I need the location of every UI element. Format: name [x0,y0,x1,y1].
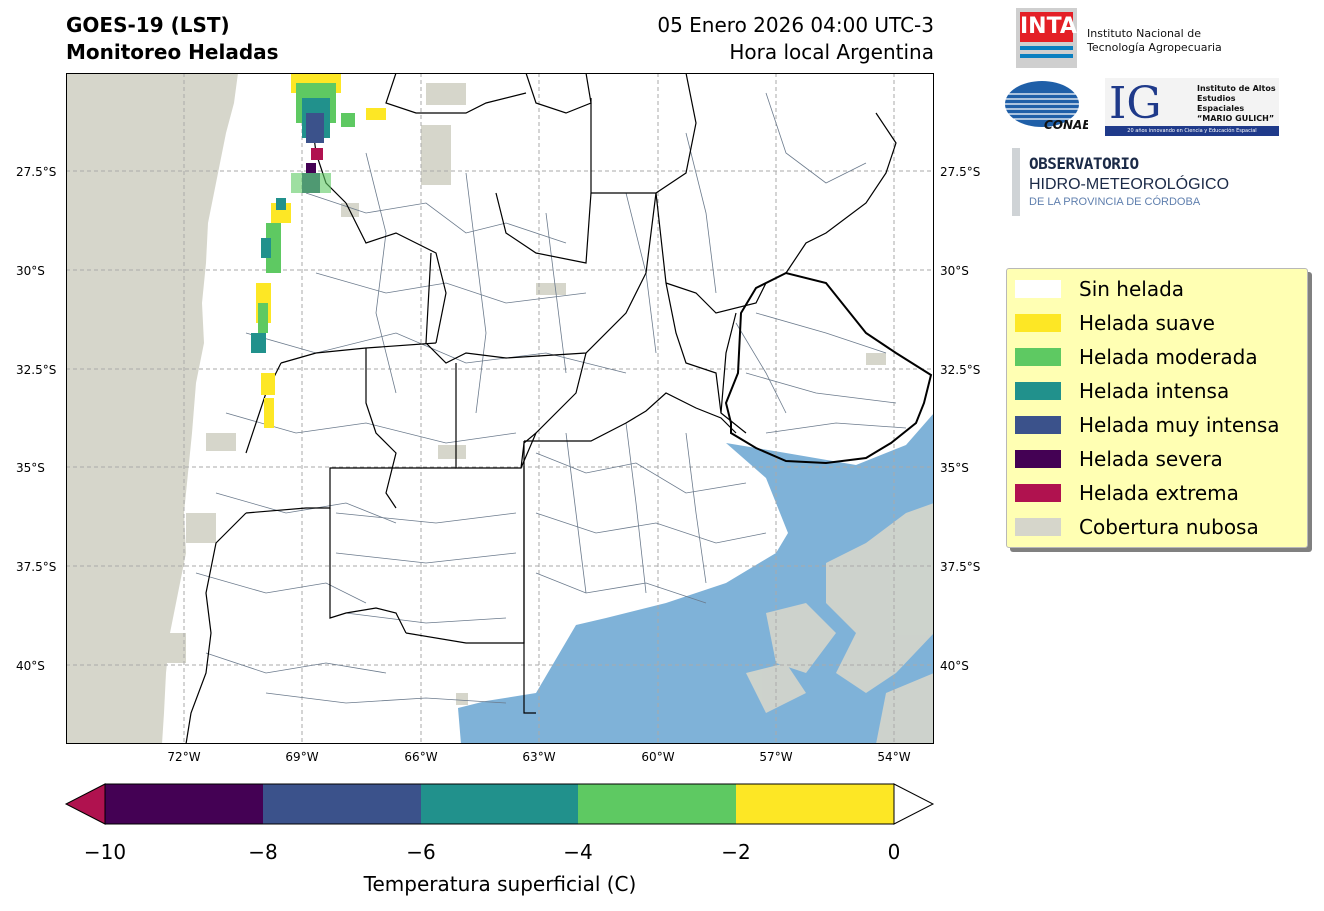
lon-label: 72°W [167,750,201,764]
colorbar-segment [421,784,578,824]
colorbar [64,783,935,825]
colorbar-label: Temperatura superficial (C) [363,872,637,896]
conae-logo: CONAE [1005,81,1088,130]
map-title: GOES-19 (LST) Monitoreo Heladas [66,12,279,66]
lon-label: 60°W [641,750,675,764]
colorbar-tick: −6 [406,840,436,864]
title-satellite: GOES-19 (LST) [66,13,230,37]
legend-label: Sin helada [1079,277,1185,301]
lon-label: 57°W [759,750,793,764]
observatorio-logo-line1: OBSERVATORIO [1029,154,1139,173]
colorbar-tick: −2 [721,840,751,864]
ig-logo-mark: IG [1109,78,1162,129]
legend-item: Helada intensa [1015,378,1229,404]
lat-label: 32.5°S [940,363,981,377]
legend-swatch [1015,450,1061,468]
legend-label: Cobertura nubosa [1079,515,1259,539]
lat-label: 40°S [16,659,45,673]
legend-swatch [1015,348,1061,366]
lat-label: 37.5°S [16,560,57,574]
legend-item: Cobertura nubosa [1015,514,1259,540]
timestamp-datetime: 05 Enero 2026 04:00 UTC-3 [657,13,934,37]
legend-item: Helada suave [1015,310,1215,336]
legend-item: Helada extrema [1015,480,1239,506]
ig-logo: IG Instituto de Altos Estudios Espaciale… [1105,78,1279,136]
lat-label: 35°S [940,461,969,475]
colorbar-segment [736,784,894,824]
uruguay-border [724,271,933,465]
legend-label: Helada muy intensa [1079,413,1280,437]
colorbar-segment [263,784,421,824]
frost-pixels-andes [251,73,386,428]
cloud-cover-ocean [746,503,934,744]
legend-label: Helada extrema [1079,481,1239,505]
map-timestamp: 05 Enero 2026 04:00 UTC-3 Hora local Arg… [657,12,934,66]
lat-label: 35°S [16,461,45,475]
colorbar-segment [105,784,263,824]
observatorio-logo-bar [1012,148,1020,216]
legend-label: Helada suave [1079,311,1215,335]
legend-label: Helada intensa [1079,379,1230,403]
inta-logo: INTA [1016,8,1077,68]
title-product: Monitoreo Heladas [66,40,279,64]
cloud-cover-land [166,83,886,705]
legend: Sin helada Helada suave Helada moderada … [1006,268,1308,548]
inta-logo-mark: INTA [1020,12,1077,42]
lat-label: 30°S [16,264,45,278]
observatorio-logo-line3: DE LA PROVINCIA DE CÓRDOBA [1029,196,1201,208]
legend-item: Helada moderada [1015,344,1258,370]
lon-label: 69°W [285,750,319,764]
legend-item: Sin helada [1015,276,1184,302]
lat-label: 32.5°S [16,363,57,377]
legend-swatch [1015,484,1061,502]
legend-swatch [1015,314,1061,332]
lon-label: 54°W [877,750,911,764]
lat-label: 30°S [940,264,969,278]
lat-label: 27.5°S [940,165,981,179]
legend-item: Helada muy intensa [1015,412,1280,438]
inta-logo-text: Instituto Nacional de Tecnología Agropec… [1087,27,1222,54]
ocean-atlantic [458,413,934,744]
lon-label: 63°W [522,750,556,764]
province-boundaries [185,73,897,744]
district-boundaries [195,92,907,704]
lat-label: 27.5°S [16,165,57,179]
colorbar-over-arrow [893,783,935,825]
legend-swatch [1015,416,1061,434]
conae-logo-text: CONAE [1044,118,1088,130]
colorbar-tick: −10 [83,840,127,864]
colorbar-tick: −4 [563,840,593,864]
legend-swatch [1015,518,1061,536]
frost-map [66,73,934,744]
colorbar-tick: −8 [248,840,278,864]
ig-logo-text: Instituto de Altos Estudios Espaciales “… [1197,84,1276,123]
ig-logo-tagline: 20 años innovando en Ciencia y Educación… [1105,126,1279,136]
colorbar-under-arrow [64,783,106,825]
timestamp-zone: Hora local Argentina [729,40,934,64]
observatorio-logo-line2: HIDRO-METEOROLÓGICO [1029,176,1230,193]
lat-label: 40°S [940,659,969,673]
legend-swatch [1015,382,1061,400]
colorbar-segment [578,784,736,824]
graticule [66,73,934,744]
cloud-cover-west [66,73,238,744]
legend-label: Helada severa [1079,447,1223,471]
legend-swatch [1015,280,1061,298]
colorbar-tick: 0 [887,840,901,864]
legend-item: Helada severa [1015,446,1223,472]
lon-label: 66°W [404,750,438,764]
legend-label: Helada moderada [1079,345,1258,369]
lat-label: 37.5°S [940,560,981,574]
